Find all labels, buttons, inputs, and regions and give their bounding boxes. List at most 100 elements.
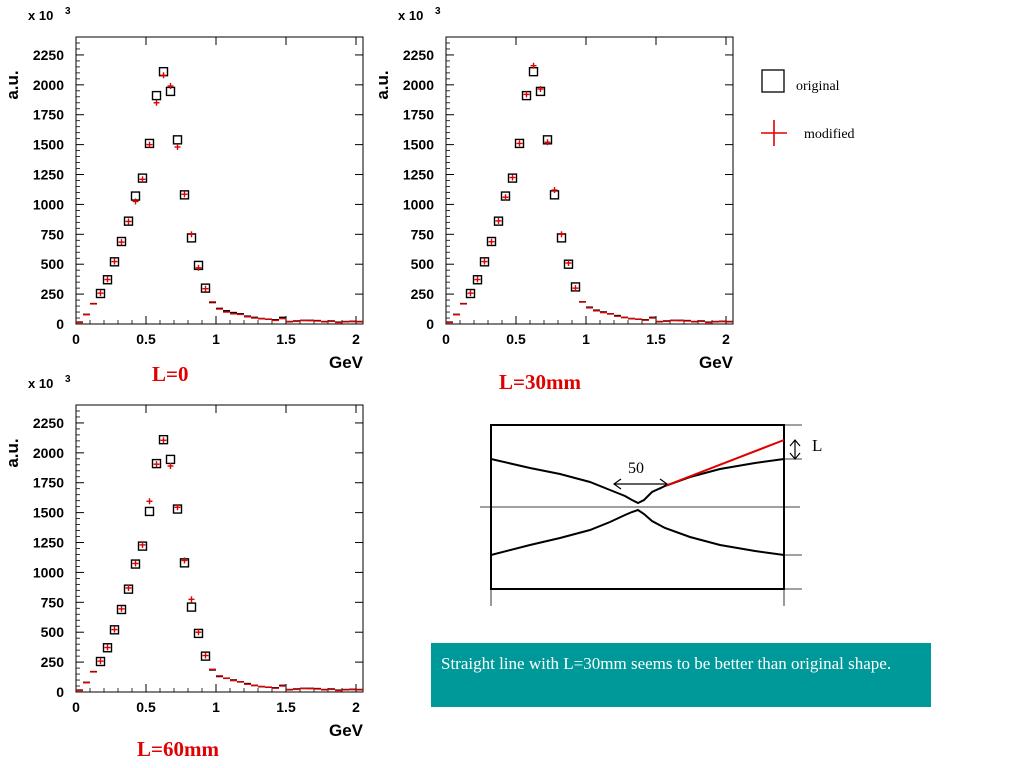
original-marker	[472, 275, 483, 285]
y-tick-label: 0	[426, 316, 434, 332]
y-tick-label: 2250	[403, 47, 434, 63]
original-marker	[507, 173, 518, 183]
y-scale-label: x 10	[28, 8, 53, 23]
diagram-length-label: 50	[628, 460, 644, 477]
original-marker	[144, 506, 155, 517]
y-axis-label: a.u.	[373, 70, 392, 99]
y-scale-exponent: 3	[435, 6, 441, 17]
note-box: Straight line with L=30mm seems to be be…	[431, 643, 931, 707]
x-axis-label: GeV	[329, 353, 364, 372]
original-marker	[486, 236, 497, 247]
x-tick-label: 0	[442, 331, 450, 347]
y-tick-label: 0	[56, 316, 64, 332]
diagram-length-arrow-right-head	[659, 478, 669, 490]
y-tick-label: 2250	[33, 415, 64, 431]
caption-l60mm: L=60mm	[137, 737, 219, 761]
y-tick-label: 250	[411, 286, 435, 302]
shape-diagram: 50 L	[480, 424, 822, 606]
x-tick-label: 1	[212, 331, 220, 347]
original-marker	[514, 138, 525, 149]
diagram-l-arrow-bottom-head	[789, 452, 801, 460]
y-tick-label: 1250	[33, 167, 64, 183]
plot-l60mm: 0 250 500 750 1000 1250 1500 1750 2000 2250 0 0.5 1 1…	[3, 374, 364, 740]
diagram-length-arrow-left-head	[612, 478, 622, 490]
y-tick-label: 750	[41, 226, 65, 242]
original-marker	[116, 604, 127, 615]
original-marker	[200, 651, 211, 661]
legend: original modified	[761, 69, 855, 146]
x-tick-label: 0	[72, 699, 80, 715]
original-marker	[186, 602, 197, 612]
y-scale-exponent: 3	[65, 6, 71, 17]
original-marker	[102, 643, 113, 653]
y-tick-label: 1500	[33, 505, 64, 521]
x-axis-label: GeV	[699, 353, 734, 372]
x-tick-label: 1.5	[276, 331, 296, 347]
x-tick-label: 0	[72, 331, 80, 347]
y-tick-label: 2000	[33, 77, 64, 93]
y-tick-label: 1000	[403, 196, 434, 212]
x-tick-label: 1.5	[646, 331, 666, 347]
original-marker	[109, 257, 120, 267]
original-marker	[172, 135, 183, 145]
plot-frame	[445, 36, 734, 325]
original-marker	[151, 90, 162, 101]
original-marker	[493, 216, 504, 226]
plot-frame	[75, 36, 364, 325]
y-tick-label: 2250	[33, 47, 64, 63]
original-marker	[116, 236, 127, 247]
x-tick-label: 0.5	[136, 699, 156, 715]
diagram-lower-curve	[490, 508, 785, 556]
y-tick-label: 1750	[33, 475, 64, 491]
y-tick-label: 1750	[33, 107, 64, 123]
y-tick-label: 750	[411, 226, 435, 242]
x-tick-label: 2	[352, 331, 360, 347]
x-tick-label: 1	[212, 699, 220, 715]
y-tick-label: 500	[41, 256, 65, 272]
x-axis-label: GeV	[329, 721, 364, 740]
original-marker	[102, 275, 113, 285]
y-tick-label: 0	[56, 684, 64, 700]
original-marker	[109, 625, 120, 635]
original-marker	[95, 288, 106, 299]
original-marker	[95, 656, 106, 667]
original-marker	[158, 434, 169, 445]
caption-l0: L=0	[152, 362, 189, 386]
original-marker	[465, 288, 476, 299]
original-marker	[528, 66, 539, 77]
y-tick-label: 500	[411, 256, 435, 272]
plot-frame	[75, 404, 364, 693]
diagram-modified-line	[664, 439, 785, 487]
y-scale-label: x 10	[398, 8, 423, 23]
y-tick-label: 1000	[33, 196, 64, 212]
legend-modified-label: modified	[804, 127, 855, 142]
original-marker	[130, 559, 141, 569]
original-marker	[179, 190, 190, 200]
y-tick-label: 1250	[33, 535, 64, 551]
legend-original-marker	[761, 69, 785, 93]
y-tick-label: 2000	[33, 445, 64, 461]
y-tick-label: 750	[41, 594, 65, 610]
diagram-l-label: L	[812, 436, 822, 455]
y-scale-label: x 10	[28, 376, 53, 391]
original-marker	[151, 458, 162, 469]
y-tick-label: 500	[41, 624, 65, 640]
x-tick-label: 2	[352, 699, 360, 715]
x-tick-label: 1	[582, 331, 590, 347]
original-marker	[165, 454, 176, 465]
x-tick-label: 2	[722, 331, 730, 347]
x-tick-label: 1.5	[276, 699, 296, 715]
caption-l30mm: L=30mm	[499, 370, 581, 394]
plot-l0: 0 250 500 750 1000 1250 1500 1750 2000 2250 0 0.5 1 1…	[3, 6, 364, 372]
y-tick-label: 1500	[403, 137, 434, 153]
original-marker	[123, 216, 134, 226]
y-scale-exponent: 3	[65, 374, 71, 385]
y-tick-label: 1750	[403, 107, 434, 123]
legend-original-label: original	[796, 79, 840, 94]
original-marker	[479, 257, 490, 267]
note-text: Straight line with L=30mm seems to be be…	[441, 654, 892, 673]
y-tick-label: 250	[41, 654, 65, 670]
y-axis-label: a.u.	[3, 438, 22, 467]
x-tick-label: 0.5	[506, 331, 526, 347]
